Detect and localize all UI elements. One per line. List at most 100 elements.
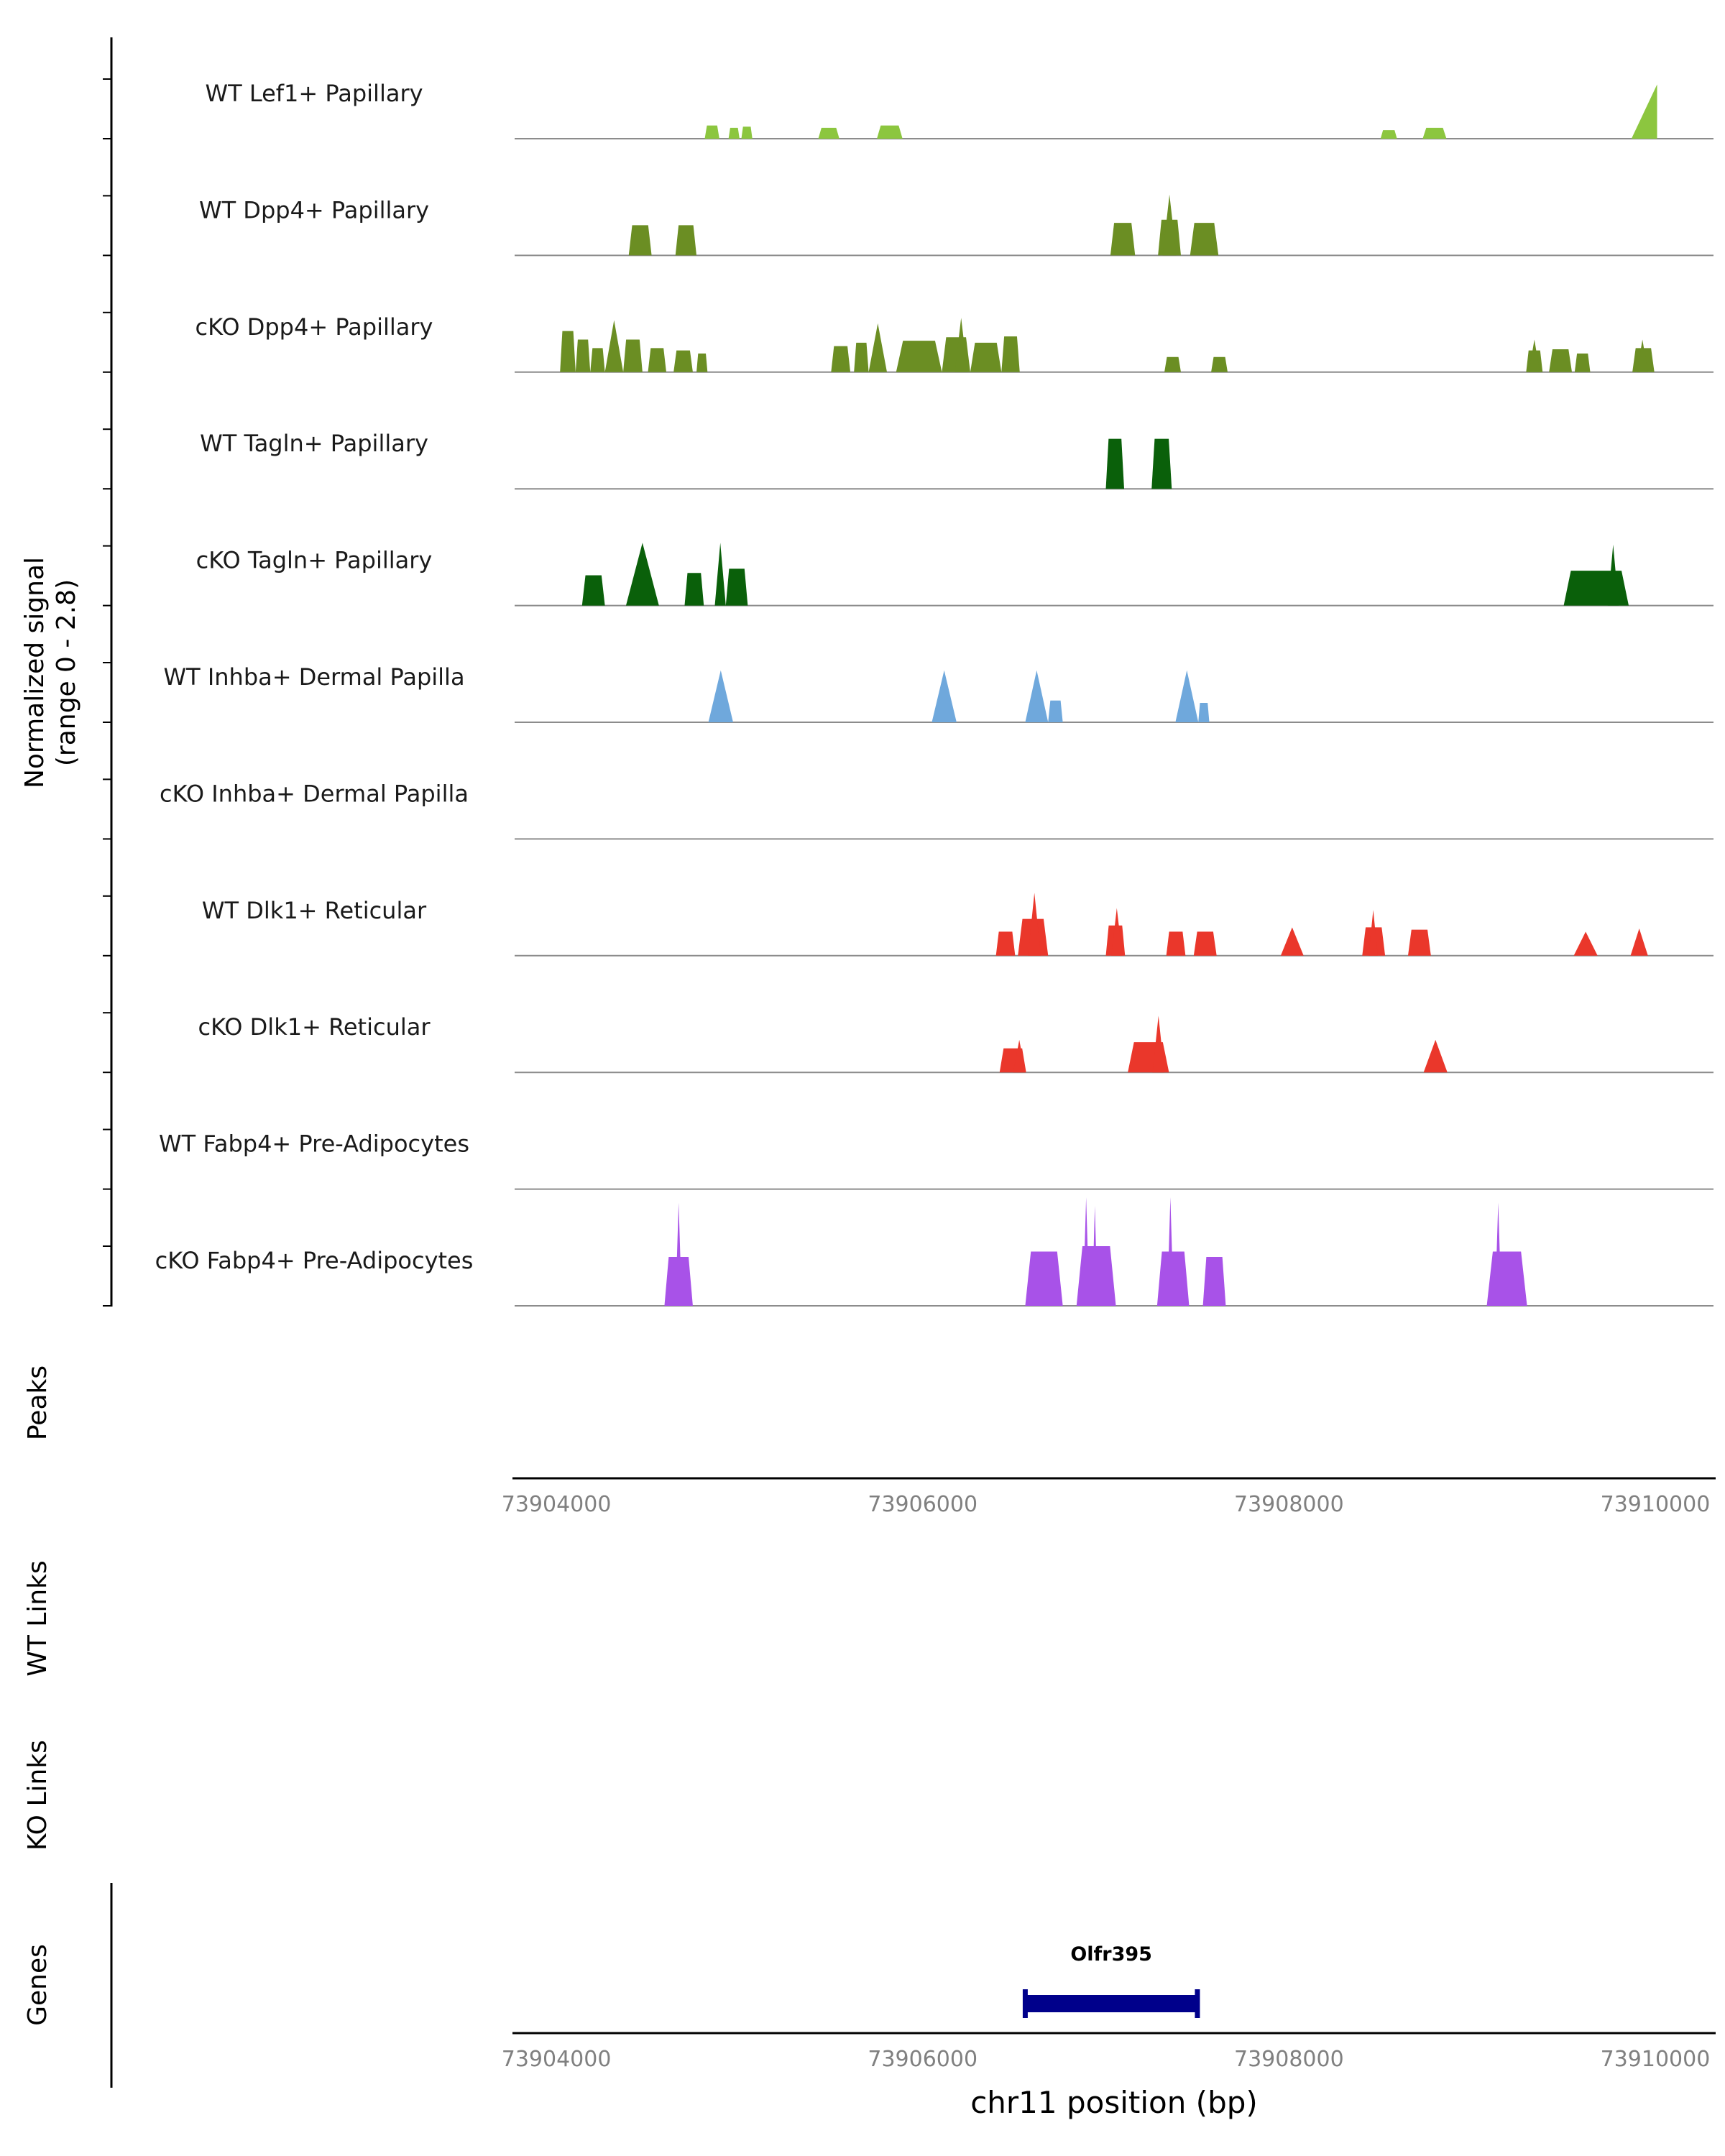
- section-label-peaks: Peaks: [23, 1365, 52, 1440]
- track-label: cKO Inhba+ Dermal Papilla: [160, 780, 469, 807]
- signal-peak: [590, 348, 605, 372]
- signal-peak: [1028, 893, 1041, 956]
- signal-peak: [604, 320, 624, 372]
- signal-peak: [1280, 927, 1304, 956]
- signal-peak: [714, 543, 726, 606]
- signal-peak: [1166, 931, 1186, 956]
- signal-peak: [1563, 571, 1629, 606]
- signal-peak: [1407, 929, 1431, 956]
- x-tick-label: 73910000: [1601, 1492, 1711, 1517]
- signal-peak: [1380, 130, 1397, 139]
- x-tick-label: 73904000: [502, 1492, 612, 1517]
- signal-peak: [648, 348, 666, 372]
- track-label: WT Dlk1+ Reticular: [202, 897, 427, 924]
- signal-peak: [1167, 1197, 1174, 1306]
- signal-peak: [932, 670, 957, 722]
- signal-peak: [575, 339, 591, 372]
- signal-peak: [1549, 349, 1573, 372]
- signal-peak: [1025, 1251, 1063, 1306]
- signal-peak: [1211, 356, 1228, 372]
- track-label: cKO Dlk1+ Reticular: [198, 1013, 431, 1041]
- signal-peak: [675, 225, 697, 256]
- genes-layer: Olfr395: [110, 1883, 1200, 2088]
- signal-tracks-layer: WT Lef1+ Papillary WT Dpp4+ Papillary cKO …: [155, 80, 1714, 1307]
- x-axes-layer: 73904000 73906000 73908000 73910000 73904000…: [502, 1477, 1716, 2072]
- signal-peak: [1151, 438, 1172, 489]
- signal-peak: [1574, 353, 1591, 372]
- signal-peak: [1202, 1257, 1226, 1306]
- signal-peak: [896, 341, 942, 372]
- y-axis-label-line2: (range 0 - 2.8): [52, 579, 81, 766]
- signal-peak: [1422, 127, 1447, 139]
- signal-peak: [1486, 1251, 1527, 1306]
- signal-peak: [625, 543, 659, 606]
- track-label: cKO Tagln+ Papillary: [196, 547, 433, 574]
- signal-peak: [1110, 223, 1136, 256]
- x-axis-title: chr11 position (bp): [970, 2085, 1258, 2120]
- section-label-ko-links: KO Links: [23, 1740, 52, 1851]
- signal-peak: [1631, 84, 1657, 139]
- signal-peak: [1025, 670, 1049, 722]
- gene-label: Olfr395: [1070, 1943, 1152, 1966]
- x-tick-label: 73908000: [1234, 2047, 1344, 2072]
- signal-peak: [628, 225, 652, 256]
- signal-peak: [1190, 223, 1219, 256]
- signal-peak: [868, 323, 888, 372]
- signal-peak: [673, 350, 693, 372]
- x-tick-label: 73910000: [1601, 2047, 1711, 2072]
- signal-peak: [1193, 931, 1217, 956]
- signal-peak: [1152, 1015, 1165, 1073]
- signal-peak: [684, 573, 704, 606]
- signal-peak: [1423, 1039, 1448, 1073]
- signal-peak: [854, 342, 869, 372]
- signal-peak: [1105, 438, 1125, 489]
- signal-peak: [675, 1202, 682, 1306]
- signal-peak: [1001, 336, 1020, 372]
- signal-peak: [995, 931, 1016, 956]
- signal-peak: [1048, 700, 1063, 722]
- signal-peak: [1013, 1039, 1026, 1073]
- signal-peak: [1630, 929, 1648, 956]
- section-label-wt-links: WT Links: [23, 1560, 52, 1677]
- signal-peak: [1156, 1251, 1190, 1306]
- x-tick-label: 73906000: [868, 1492, 978, 1517]
- gene-end-cap: [1022, 1989, 1028, 2018]
- track-label: WT Dpp4+ Papillary: [199, 196, 429, 224]
- signal-peak: [1529, 339, 1540, 372]
- signal-peak: [1082, 1197, 1090, 1306]
- x-tick-label: 73906000: [868, 2047, 978, 2072]
- signal-peak: [696, 353, 708, 372]
- gene-end-cap: [1195, 1989, 1200, 2018]
- y-axis-label-line1: Normalized signal: [20, 557, 50, 788]
- gene-body: [1025, 1995, 1197, 2012]
- signal-peak: [1368, 910, 1378, 956]
- x-tick-label: 73908000: [1234, 1492, 1344, 1517]
- signal-peak: [560, 331, 576, 372]
- signal-peak: [741, 126, 753, 139]
- signal-peak: [1637, 339, 1648, 372]
- track-label: WT Lef1+ Papillary: [205, 80, 423, 107]
- track-label: WT Inhba+ Dermal Papilla: [163, 663, 464, 691]
- signal-peak: [708, 670, 733, 722]
- signal-peak: [954, 318, 968, 372]
- axis-spine-layer: [103, 37, 113, 1307]
- signal-peak: [1573, 931, 1598, 956]
- signal-peak: [725, 568, 748, 606]
- track-label: cKO Dpp4+ Papillary: [196, 313, 433, 341]
- signal-peak: [1198, 703, 1210, 722]
- track-label: WT Fabp4+ Pre-Adipocytes: [159, 1130, 469, 1158]
- signal-peak: [623, 339, 643, 372]
- signal-peak: [831, 346, 851, 372]
- x-tick-label: 73904000: [502, 2047, 612, 2072]
- signal-peak: [1111, 908, 1123, 956]
- signal-peak: [1607, 544, 1619, 606]
- track-label: cKO Fabp4+ Pre-Adipocytes: [155, 1247, 474, 1274]
- signal-peak: [704, 125, 719, 139]
- signal-peak: [1495, 1202, 1501, 1306]
- signal-peak: [1162, 194, 1177, 256]
- section-label-genes: Genes: [23, 1944, 52, 2026]
- signal-peak: [581, 575, 605, 606]
- signal-peak: [877, 125, 903, 139]
